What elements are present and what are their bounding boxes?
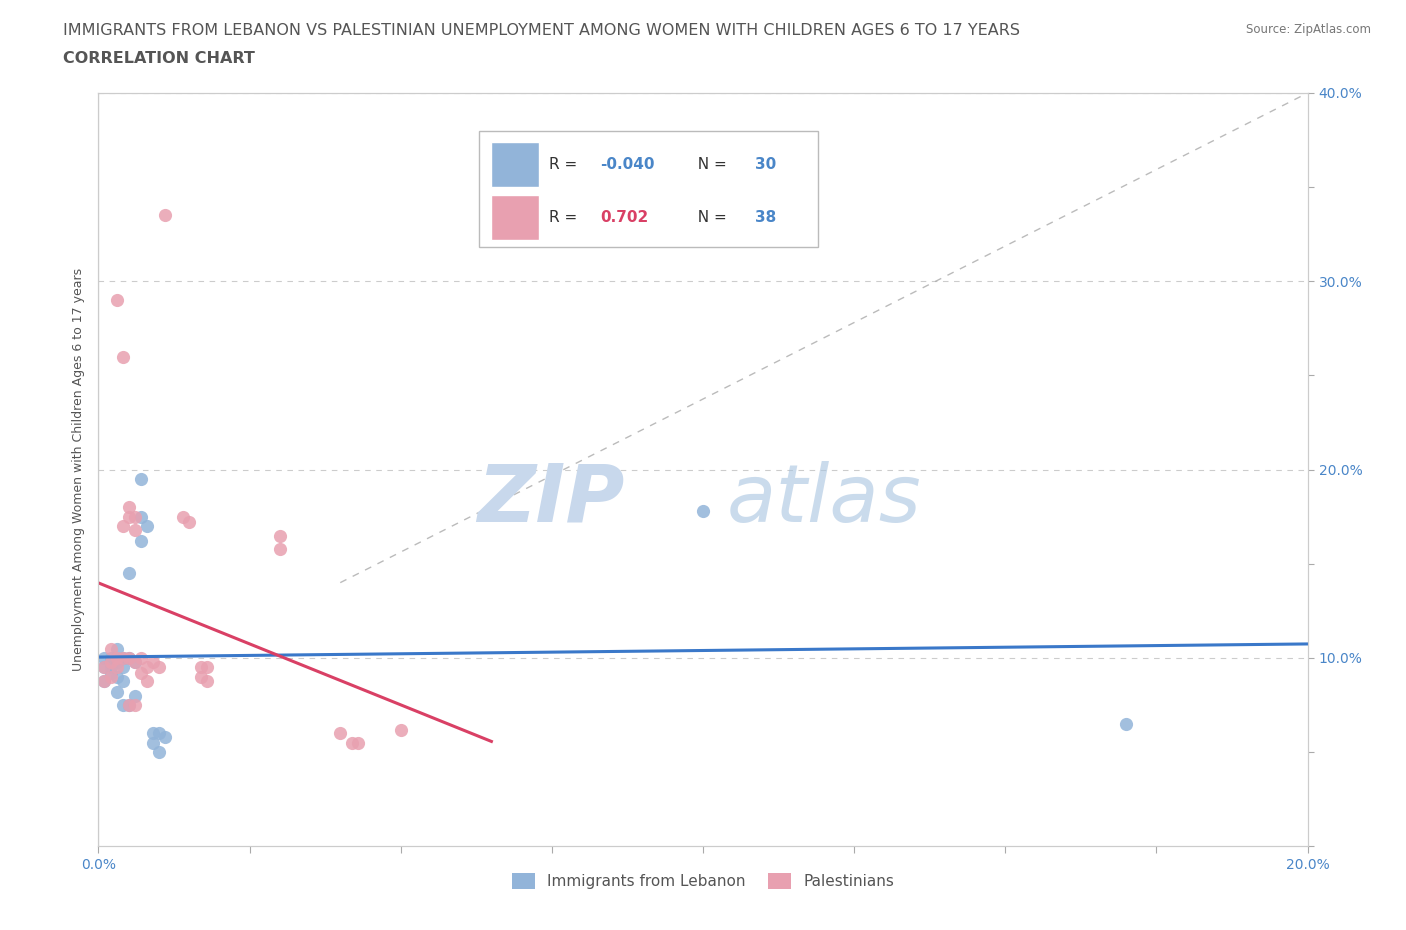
Point [148,726,170,741]
Point [111,349,134,364]
Point [179,515,201,530]
Point [100,641,122,656]
Text: Source: ZipAtlas.com: Source: ZipAtlas.com [1246,23,1371,36]
Legend: Immigrants from Lebanon, Palestinians: Immigrants from Lebanon, Palestinians [506,867,900,896]
Point [118,651,141,666]
Point [105,651,128,666]
Point [93,673,115,688]
Point [100,660,122,675]
Point [135,660,157,675]
Point [124,655,146,670]
Point [153,208,176,223]
Text: 38: 38 [755,210,776,225]
Point [118,698,141,712]
Text: CORRELATION CHART: CORRELATION CHART [63,51,254,66]
FancyBboxPatch shape [492,195,538,240]
Point [93,651,115,666]
Text: R =: R = [550,157,582,172]
Point [105,655,128,670]
Point [329,726,352,741]
Point [129,666,152,681]
Y-axis label: Unemployment Among Women with Children Ages 6 to 17 years: Unemployment Among Women with Children A… [72,268,86,671]
Text: IMMIGRANTS FROM LEBANON VS PALESTINIAN UNEMPLOYMENT AMONG WOMEN WITH CHILDREN AG: IMMIGRANTS FROM LEBANON VS PALESTINIAN U… [63,23,1021,38]
Point [124,655,146,670]
Point [111,673,134,688]
Point [124,698,146,712]
Point [118,565,141,580]
Point [100,651,122,666]
Point [135,673,157,688]
Point [190,670,212,684]
Point [124,688,146,703]
Text: 30: 30 [755,157,776,172]
Point [111,660,134,675]
Text: R =: R = [550,210,588,225]
Point [100,655,122,670]
Point [269,528,291,543]
Point [93,660,115,675]
Point [129,534,152,549]
Point [142,736,165,751]
Point [269,541,291,556]
Point [105,641,128,656]
Text: ZIP: ZIP [477,460,624,538]
Point [100,666,122,681]
Point [105,293,128,308]
Text: atlas: atlas [727,460,921,538]
Point [118,510,141,525]
Point [105,660,128,675]
Point [190,660,212,675]
FancyBboxPatch shape [492,142,538,187]
Text: N =: N = [689,157,733,172]
Point [148,660,170,675]
Point [389,722,412,737]
Text: 0.702: 0.702 [600,210,648,225]
Point [118,651,141,666]
Point [148,745,170,760]
Point [111,651,134,666]
Point [172,510,194,525]
Text: -0.040: -0.040 [600,157,655,172]
Point [342,736,364,751]
Point [93,673,115,688]
Point [1115,716,1137,731]
Text: N =: N = [689,210,733,225]
Point [195,660,218,675]
Point [105,684,128,699]
Point [153,730,176,745]
Point [124,523,146,538]
Point [124,510,146,525]
Point [118,698,141,712]
Point [347,736,370,751]
Point [111,698,134,712]
Point [135,519,157,534]
Point [129,651,152,666]
Point [111,651,134,666]
Point [692,504,714,519]
Point [100,670,122,684]
Point [142,726,165,741]
Point [129,510,152,525]
Point [195,673,218,688]
Point [129,472,152,486]
Point [111,519,134,534]
FancyBboxPatch shape [479,131,818,247]
Point [118,500,141,515]
Point [142,655,165,670]
Point [93,660,115,675]
Point [105,670,128,684]
